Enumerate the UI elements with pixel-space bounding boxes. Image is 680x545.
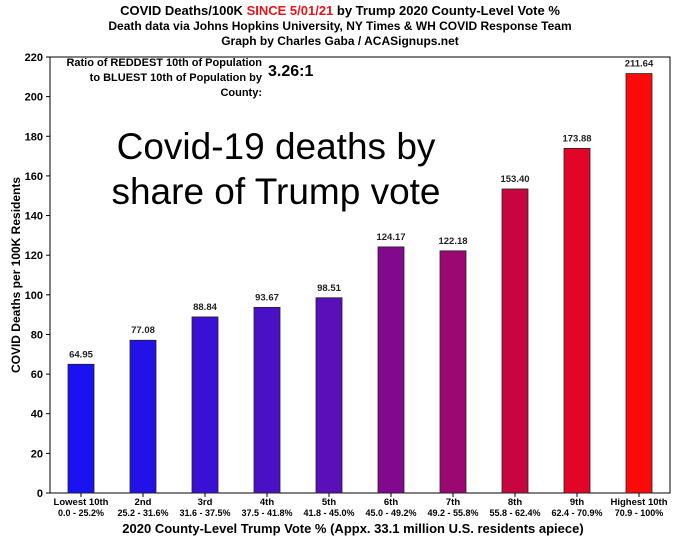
ratio-label: Ratio of REDDEST 10th of Population to B… bbox=[66, 57, 262, 99]
x-tick-label: 4th bbox=[260, 497, 274, 508]
bar bbox=[439, 250, 467, 494]
y-tick-label: 100 bbox=[25, 290, 43, 302]
bar bbox=[563, 148, 591, 494]
chart-credit: Graph by Charles Gaba / ACASignups.net bbox=[221, 34, 459, 48]
x-tick-label: Lowest 10th bbox=[54, 497, 109, 508]
chart-title: COVID Deaths/100K SINCE 5/01/21 by Trump… bbox=[120, 3, 560, 18]
chart-subtitle: Death data via Johns Hopkins University,… bbox=[108, 19, 572, 33]
x-tick-range: 37.5 - 41.8% bbox=[241, 508, 292, 518]
x-tick-label: 8th bbox=[508, 497, 522, 508]
data-label: 211.64 bbox=[625, 59, 654, 70]
y-tick-label: 0 bbox=[37, 488, 43, 500]
data-label: 88.84 bbox=[193, 302, 217, 313]
data-label: 64.95 bbox=[69, 349, 93, 360]
ratio-value: 3.26:1 bbox=[268, 63, 314, 80]
y-tick-label: 120 bbox=[25, 250, 43, 262]
y-tick-label: 220 bbox=[25, 52, 43, 64]
y-tick-label: 160 bbox=[25, 171, 43, 183]
chart-header: COVID Deaths/100K SINCE 5/01/21 by Trump… bbox=[0, 0, 680, 49]
overlay-caption: Covid-19 deaths by share of Trump vote bbox=[111, 126, 441, 212]
x-tick-label: 2nd bbox=[135, 497, 152, 508]
x-tick-range: 0.0 - 25.2% bbox=[58, 508, 104, 518]
bar bbox=[625, 73, 653, 494]
data-label: 153.40 bbox=[500, 174, 529, 185]
bar bbox=[501, 188, 529, 494]
y-tick-label: 40 bbox=[31, 409, 43, 421]
x-tick-label: 9th bbox=[570, 497, 584, 508]
x-tick-range: 55.8 - 62.4% bbox=[489, 508, 540, 518]
x-tick-range: 31.6 - 37.5% bbox=[179, 508, 230, 518]
x-tick-range: 70.9 - 100% bbox=[615, 508, 664, 518]
data-label: 173.88 bbox=[562, 133, 591, 144]
data-label: 93.67 bbox=[255, 292, 279, 303]
x-tick-label: 6th bbox=[384, 497, 398, 508]
y-tick-label: 60 bbox=[31, 369, 43, 381]
y-tick-label: 20 bbox=[31, 448, 43, 460]
y-tick-label: 200 bbox=[25, 92, 43, 104]
x-tick-range: 49.2 - 55.8% bbox=[427, 508, 478, 518]
bar bbox=[315, 297, 343, 494]
title-highlight: SINCE 5/01/21 bbox=[246, 3, 334, 18]
x-tick-label: 5th bbox=[322, 497, 336, 508]
y-axis-title: COVID Deaths per 100K Residents bbox=[9, 177, 23, 373]
bar bbox=[253, 306, 281, 494]
x-tick-range: 25.2 - 31.6% bbox=[117, 508, 168, 518]
data-label: 122.18 bbox=[438, 236, 467, 247]
data-label: 77.08 bbox=[131, 325, 155, 336]
bar bbox=[191, 316, 219, 494]
x-tick-label: 3rd bbox=[198, 497, 213, 508]
data-label: 124.17 bbox=[376, 232, 405, 243]
bar bbox=[377, 246, 405, 494]
x-tick-label: Highest 10th bbox=[610, 497, 667, 508]
x-tick-range: 45.0 - 49.2% bbox=[365, 508, 416, 518]
y-tick-label: 140 bbox=[25, 211, 43, 223]
bar bbox=[67, 363, 95, 494]
x-axis-title: 2020 County-Level Trump Vote % (Appx. 33… bbox=[122, 521, 584, 536]
y-tick-label: 180 bbox=[25, 131, 43, 143]
bar bbox=[129, 339, 157, 494]
y-tick-label: 80 bbox=[31, 329, 43, 341]
data-label: 98.51 bbox=[317, 283, 341, 294]
plot-frame bbox=[49, 56, 671, 494]
x-tick-label: 7th bbox=[446, 497, 460, 508]
x-tick-range: 62.4 - 70.9% bbox=[551, 508, 602, 518]
x-tick-range: 41.8 - 45.0% bbox=[303, 508, 354, 518]
